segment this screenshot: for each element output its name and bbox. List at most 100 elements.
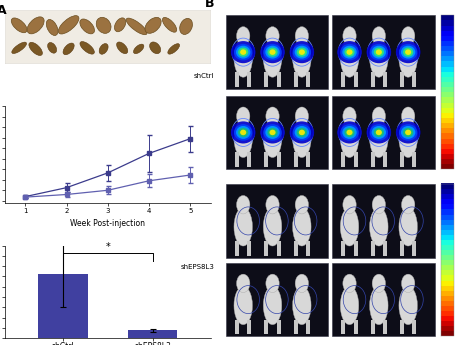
X-axis label: Week Post-injection: Week Post-injection [70,219,145,228]
Ellipse shape [266,196,279,214]
Bar [412,241,416,256]
Bar [441,92,454,97]
Ellipse shape [343,196,356,214]
Ellipse shape [238,128,248,137]
Ellipse shape [263,124,282,141]
Ellipse shape [340,208,359,246]
Ellipse shape [340,44,359,60]
Ellipse shape [96,17,111,33]
Ellipse shape [237,196,250,214]
Ellipse shape [337,41,362,63]
Bar [441,214,454,220]
Ellipse shape [234,124,253,141]
Bar [441,30,454,36]
Ellipse shape [263,119,282,158]
Ellipse shape [299,49,305,55]
Bar [441,148,454,154]
Ellipse shape [372,196,385,214]
Bar [332,15,435,89]
Bar [441,25,454,31]
Bar [264,72,268,87]
Bar [441,102,454,108]
Ellipse shape [269,49,275,55]
Ellipse shape [295,274,309,293]
Ellipse shape [236,46,250,59]
Bar [441,46,454,51]
Ellipse shape [80,19,94,34]
Ellipse shape [374,128,384,137]
Ellipse shape [267,48,278,57]
Bar [441,219,454,225]
Bar [354,152,358,167]
Bar [235,72,239,87]
Bar [441,224,454,230]
Bar [441,234,454,240]
Bar [383,241,387,256]
Text: *: * [105,242,110,252]
Bar [341,241,346,256]
Ellipse shape [11,18,27,33]
Ellipse shape [337,121,362,144]
Ellipse shape [372,46,386,59]
Bar [383,72,387,87]
Ellipse shape [376,49,382,55]
Bar [441,209,454,215]
Ellipse shape [366,121,391,144]
Ellipse shape [145,17,161,33]
Ellipse shape [292,124,311,141]
Ellipse shape [343,107,356,126]
Bar [441,275,454,280]
Ellipse shape [263,44,282,60]
Bar [441,295,454,301]
Ellipse shape [346,130,353,135]
Ellipse shape [295,126,309,139]
Ellipse shape [266,107,279,126]
Bar [441,61,454,67]
Ellipse shape [263,208,282,246]
Bar [306,241,310,256]
Ellipse shape [295,107,309,126]
Ellipse shape [263,286,282,325]
Bar [441,51,454,56]
Bar [441,138,454,144]
Bar [441,321,454,326]
Bar [441,331,454,336]
Bar [264,319,268,334]
Ellipse shape [399,39,418,77]
Ellipse shape [238,48,248,57]
Ellipse shape [345,48,355,57]
Bar [441,56,454,61]
Bar [441,20,454,26]
Bar [400,241,404,256]
Ellipse shape [237,27,250,45]
Bar [293,72,298,87]
Bar [247,72,251,87]
Ellipse shape [396,121,420,144]
Bar [441,255,454,260]
Ellipse shape [234,208,253,246]
Ellipse shape [290,41,314,63]
Ellipse shape [99,43,108,54]
Ellipse shape [372,126,386,139]
Bar [38,274,88,338]
Bar [226,15,328,89]
Ellipse shape [290,121,314,144]
Bar [441,188,454,194]
Ellipse shape [46,19,58,36]
Bar [441,290,454,296]
Bar [235,241,239,256]
Bar [247,241,251,256]
Ellipse shape [405,49,411,55]
Bar [354,72,358,87]
Ellipse shape [234,286,253,325]
Ellipse shape [240,130,246,135]
Bar [441,87,454,92]
Bar [441,153,454,159]
Ellipse shape [263,39,282,77]
Ellipse shape [117,42,128,54]
Ellipse shape [403,128,413,137]
Ellipse shape [150,42,161,54]
Bar [412,152,416,167]
Ellipse shape [180,18,192,34]
Bar [264,152,268,167]
